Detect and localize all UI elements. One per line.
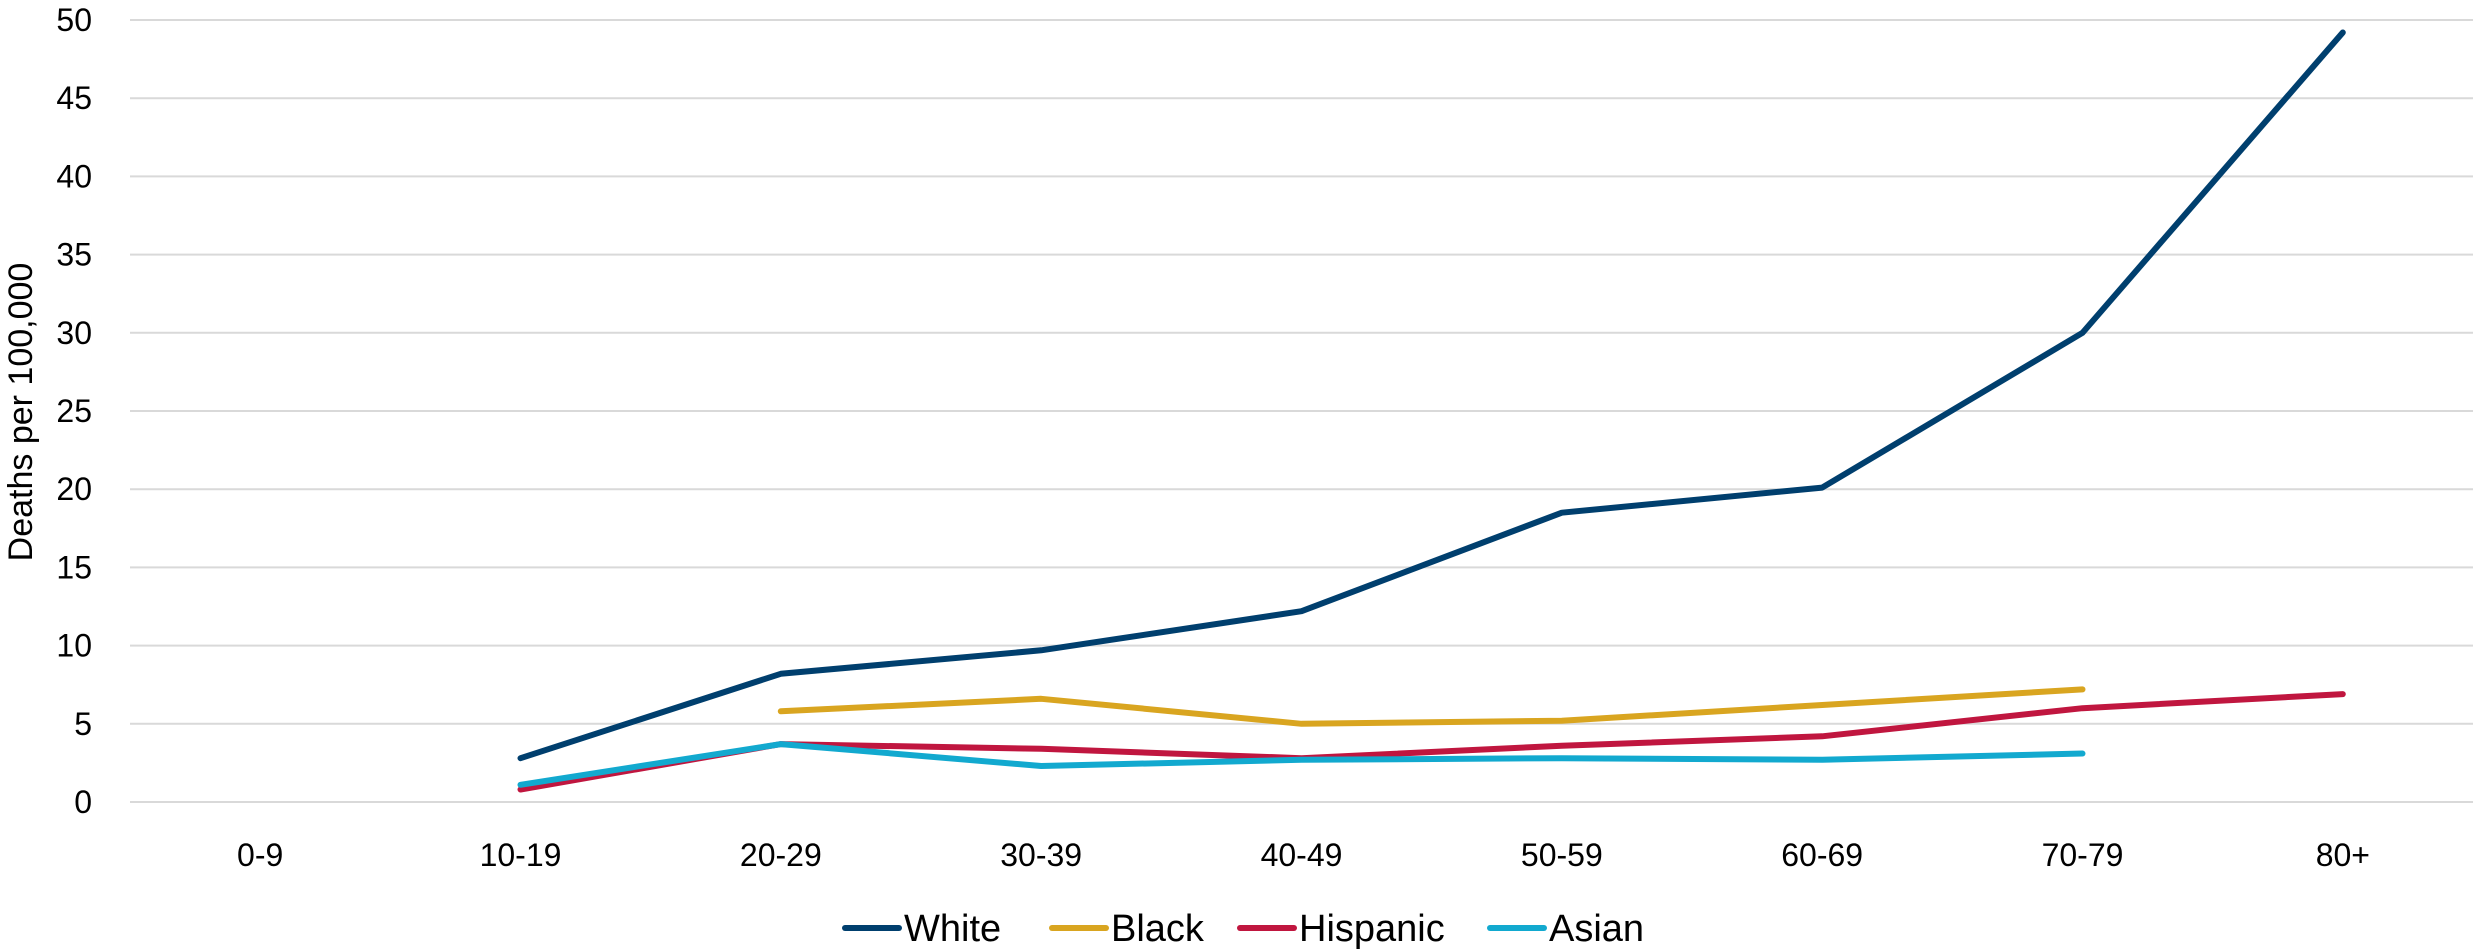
y-tick-label: 45 (56, 80, 92, 116)
y-tick-label: 15 (56, 549, 92, 585)
series-line-asian (517, 741, 2086, 788)
y-tick-label: 5 (74, 706, 92, 742)
y-tick-label: 20 (56, 471, 92, 507)
x-tick-label: 70-79 (2042, 837, 2124, 873)
series-line-white (517, 29, 2346, 762)
x-tick-label: 20-29 (740, 837, 822, 873)
y-tick-label: 35 (56, 237, 92, 273)
x-tick-label: 60-69 (1781, 837, 1863, 873)
legend-label-hispanic: Hispanic (1299, 908, 1445, 950)
x-tick-label: 40-49 (1261, 837, 1343, 873)
legend-label-asian: Asian (1549, 908, 1644, 950)
x-tick-label: 10-19 (480, 837, 562, 873)
x-tick-label: 0-9 (237, 837, 283, 873)
legend: White Black Hispanic Asian (842, 908, 1644, 950)
y-tick-label: 40 (56, 158, 92, 194)
y-tick-label: 10 (56, 628, 92, 664)
series-line-black (777, 686, 2086, 727)
gridlines (130, 19, 2473, 803)
legend-label-black: Black (1111, 908, 1205, 950)
x-tick-label: 80+ (2316, 837, 2370, 873)
legend-label-white: White (904, 908, 1001, 950)
x-tick-label: 50-59 (1521, 837, 1603, 873)
series-lines (517, 29, 2346, 793)
y-tick-label: 0 (74, 784, 92, 820)
y-tick-label: 25 (56, 393, 92, 429)
y-tick-label: 50 (56, 2, 92, 38)
x-tick-label: 30-39 (1000, 837, 1082, 873)
y-tick-label: 30 (56, 315, 92, 351)
y-axis-ticks: 0 5 10 15 20 25 30 35 40 45 50 (56, 2, 92, 820)
y-axis-title: Deaths per 100,000 (2, 263, 40, 562)
x-axis-ticks: 0-9 10-19 20-29 30-39 40-49 50-59 60-69 70-79 80… (237, 837, 2370, 873)
